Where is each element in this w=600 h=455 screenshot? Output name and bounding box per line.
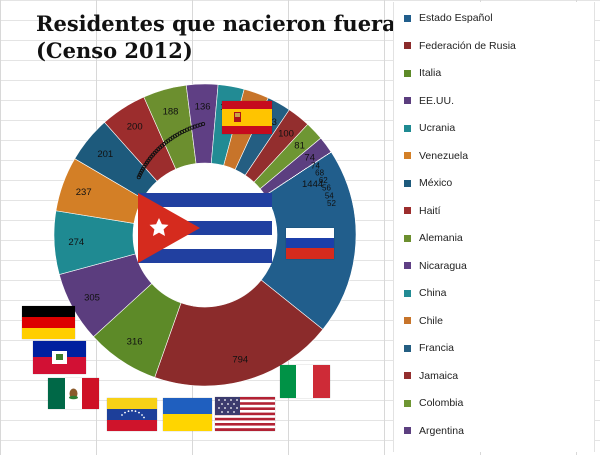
ukraine-flag-icon [163,398,212,431]
slice-federaci-n-de-rusia [154,279,324,387]
value-label: 1444 [302,179,323,190]
legend-swatch [404,97,411,104]
legend-label: China [419,287,447,299]
haiti-flag-icon [33,341,86,374]
legend-label: Ucrania [419,122,456,134]
cuba-flag-icon [138,193,272,263]
legend-label: Jamaica [419,369,459,382]
legend-swatch [404,207,411,214]
legend-swatch [404,234,411,242]
value-label: 188 [163,106,179,117]
legend-label: Alemania [419,232,463,244]
italy-flag-icon [280,365,330,398]
legend-swatch [404,262,411,269]
tail-value-label: 62 [319,176,328,185]
chart-title-line-2: (Censo 2012) [36,38,193,63]
legend-swatch [404,372,411,379]
legend-label: Federación de Rusia [419,39,516,52]
small-slices-group [265,151,332,196]
legend-item: Ucrania [404,120,455,136]
tail-value-label: 52 [327,199,336,208]
crowded-labels-arc [136,121,206,180]
legend-item: México [404,175,452,191]
legend-label: México [419,177,453,189]
germany-flag-icon [22,306,75,339]
value-label: 74 [304,153,315,164]
legend-label: Estado Español [419,12,493,24]
legend-item: Francia [404,340,454,356]
legend-item: Argentina [404,423,464,439]
legend-item: EE.UU. [404,93,454,109]
value-label: 237 [76,187,92,198]
value-label: 201 [97,149,113,160]
legend-label: Haití [419,204,441,217]
value-label: 305 [84,293,100,304]
chart-legend: Estado Español Federación de Rusia Italia E… [393,2,595,452]
legend-item: Alemania [404,230,463,246]
value-label: 136 [195,102,211,113]
legend-item: Venezuela [404,148,468,164]
legend-item: Chile [404,313,443,329]
value-label: 100 [278,128,294,139]
legend-label: Colombia [419,397,464,409]
mexico-flag-icon [48,378,99,409]
legend-label: Chile [419,314,443,327]
legend-swatch [404,42,411,49]
spain-flag-icon [222,101,272,134]
legend-item: Italia [404,65,441,81]
value-label: 200 [127,122,143,133]
legend-item: Nicaragua [404,258,467,274]
legend-swatch [404,427,411,434]
value-label: 81 [294,141,305,152]
value-label: 316 [127,337,143,348]
legend-item: Haití [404,203,441,219]
legend-swatch [404,317,411,324]
crowded-label-mark [137,172,142,178]
tail-value-label: 68 [315,169,324,178]
legend-swatch [404,152,411,159]
legend-item: Colombia [404,395,463,411]
value-label: 274 [68,237,84,248]
legend-label: EE.UU. [419,94,455,107]
legend-label: Italia [419,67,442,79]
tail-value-label: 56 [322,184,331,193]
tail-value-label: 54 [325,191,334,200]
legend-swatch [404,69,411,77]
legend-label: Francia [419,342,455,354]
legend-label: Venezuela [419,149,469,162]
legend-item: Estado Español [404,10,493,26]
legend-swatch [404,399,411,407]
legend-item: China [404,285,446,301]
venezuela-flag-icon [107,398,157,431]
legend-label: Argentina [419,424,464,437]
legend-swatch [404,179,411,187]
legend-item: Jamaica [404,368,458,384]
crowded-label-mark [136,175,141,180]
legend-swatch [404,124,411,132]
legend-label: Nicaragua [419,259,467,272]
usa-flag-icon [215,397,275,431]
value-label: 794 [232,354,248,365]
legend-swatch [404,14,411,22]
legend-swatch [404,344,411,352]
legend-item: Federación de Rusia [404,38,516,54]
crowded-label-mark [138,170,143,175]
russia-flag-icon [286,228,334,259]
legend-swatch [404,289,411,297]
tail-value-label: 74 [311,162,320,171]
